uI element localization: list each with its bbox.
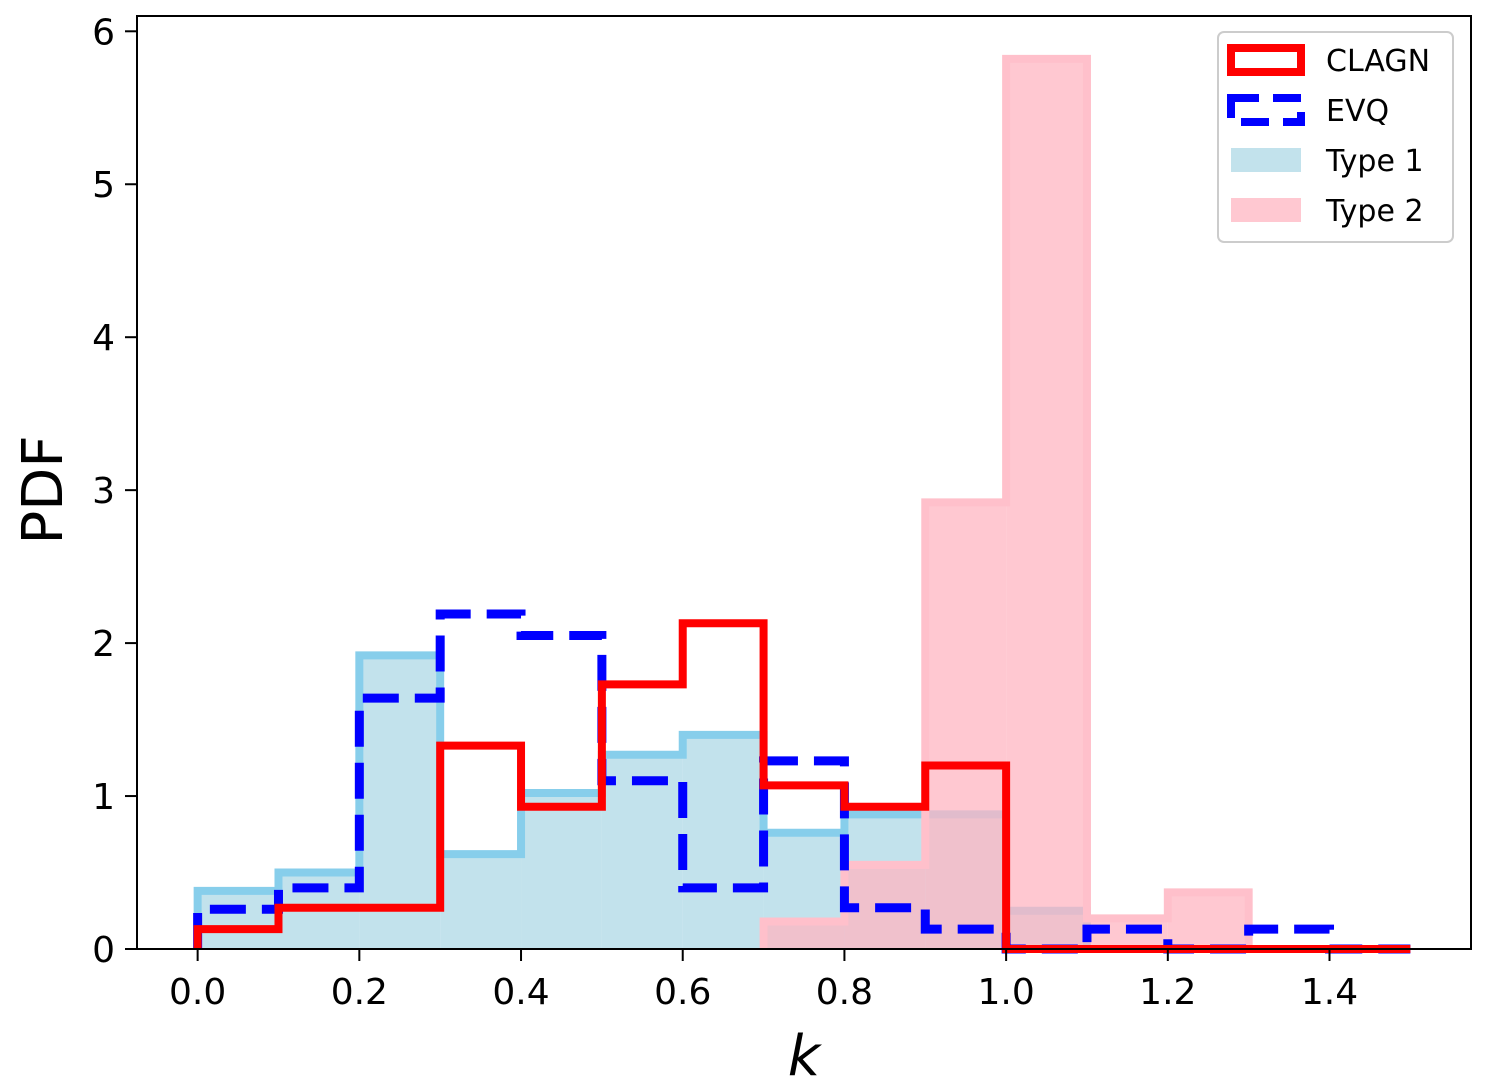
- x-tick-label: 1.0: [977, 972, 1034, 1013]
- x-axis-ticks: 0.0 0.2 0.4 0.6 0.8 1.0 1.2 1.4: [169, 949, 1358, 1013]
- type-1-bar: [601, 754, 683, 949]
- legend-label-type-2: Type 2: [1325, 194, 1424, 229]
- x-tick-label: 0.6: [654, 972, 711, 1013]
- filled-histograms: [193, 54, 1253, 949]
- y-axis-label: PDF: [11, 435, 76, 544]
- x-tick-label: 0.4: [492, 972, 549, 1013]
- type-1-bar: [359, 655, 441, 949]
- type-2-bar: [1006, 58, 1087, 949]
- legend-swatch-type-2: [1231, 198, 1301, 222]
- plot-frame: [136, 15, 1472, 950]
- y-tick-label: 6: [92, 12, 115, 53]
- legend-box: [1217, 31, 1454, 243]
- x-tick-label: 0.8: [816, 972, 873, 1013]
- x-tick-label: 1.2: [1139, 972, 1196, 1013]
- type-2-bar: [1086, 918, 1168, 949]
- y-tick-label: 0: [92, 930, 115, 971]
- y-tick-label: 4: [92, 318, 115, 359]
- legend-swatch-evq: [1227, 94, 1305, 126]
- type-2-bar: [925, 502, 1007, 949]
- x-tick-label: 1.4: [1301, 972, 1358, 1013]
- legend-label-type-1: Type 1: [1325, 144, 1424, 179]
- legend-label-evq: EVQ: [1326, 94, 1389, 129]
- legend: CLAGN EVQ Type 1 Type 2: [1217, 31, 1454, 243]
- type-1-bar: [682, 734, 764, 949]
- type-1-bar: [440, 854, 522, 949]
- y-tick-label: 5: [92, 165, 115, 206]
- y-tick-label: 1: [92, 777, 115, 818]
- type-1-bar: [197, 890, 279, 949]
- type-2-bar: [763, 921, 845, 949]
- y-axis-ticks: 0 1 2 3 4 5 6: [92, 12, 137, 971]
- x-tick-label: 0.0: [169, 972, 226, 1013]
- legend-swatch-type-1: [1231, 148, 1301, 172]
- y-tick-label: 3: [92, 471, 115, 512]
- type-2-bar: [1167, 892, 1249, 949]
- y-tick-label: 2: [92, 624, 115, 665]
- legend-swatch-clagn: [1227, 44, 1305, 76]
- legend-label-clagn: CLAGN: [1326, 44, 1430, 79]
- x-axis-label: k: [788, 1024, 823, 1088]
- x-tick-label: 0.2: [331, 972, 388, 1013]
- type-1-bar: [521, 792, 602, 949]
